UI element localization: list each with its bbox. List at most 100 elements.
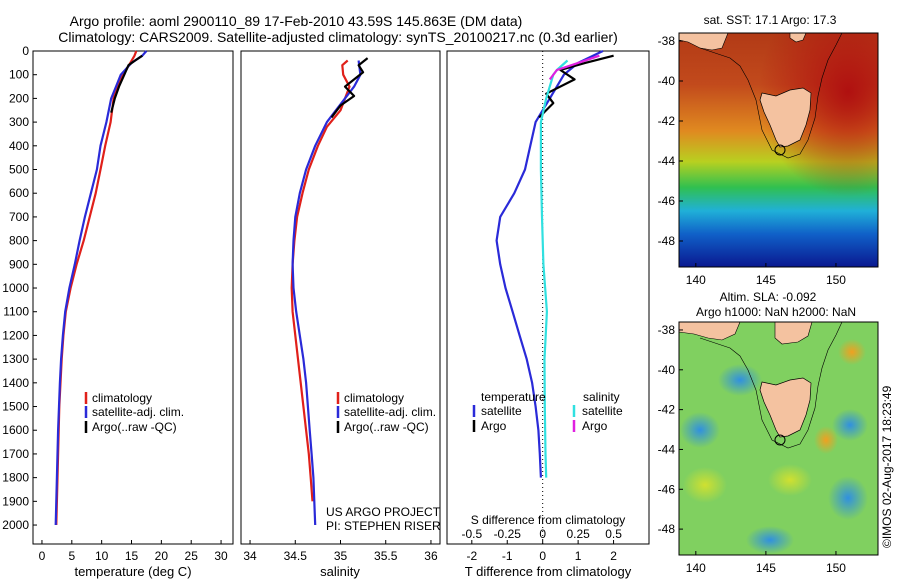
sla-high-anomaly xyxy=(683,467,727,503)
legend-title-salinity: salinity xyxy=(583,390,620,404)
sla-high-anomaly xyxy=(814,426,838,454)
depth-tick-label: 400 xyxy=(9,139,29,153)
x-tick-label: 35 xyxy=(334,549,348,563)
difference-axes-frame xyxy=(446,50,650,545)
lon-tick-label: 140 xyxy=(686,273,706,287)
depth-tick-label: 1600 xyxy=(2,423,29,437)
sst-warm-patch xyxy=(679,33,878,267)
title-line-1: Argo profile: aoml 2900110_89 17-Feb-201… xyxy=(70,13,523,29)
s-difference-axis-label: S difference from climatology xyxy=(471,513,626,527)
sla-low-anomaly xyxy=(680,412,720,448)
depth-tick-label: 1300 xyxy=(2,352,29,366)
lat-tick-label: -48 xyxy=(658,522,676,536)
depth-tick-label: 1100 xyxy=(3,305,29,319)
sla-map-title-line-1: Altim. SLA: -0.092 xyxy=(720,290,817,304)
legend-title-temperature: temperature xyxy=(481,390,546,404)
depth-tick-label: 1200 xyxy=(2,328,29,342)
depth-tick-label: 1400 xyxy=(2,376,29,390)
legend-label-s-satellite: satellite xyxy=(582,404,623,418)
x-tick-label: 34 xyxy=(243,549,257,563)
sla-map-frame xyxy=(678,321,879,556)
shelf-contour xyxy=(699,321,843,449)
tasmania-land xyxy=(759,377,812,438)
depth-tick-label: 2000 xyxy=(2,518,29,532)
legend-label-s-argo: Argo xyxy=(582,419,608,433)
shelf-contour xyxy=(699,32,843,159)
difference-profiles xyxy=(495,50,614,478)
sla-low-anomaly xyxy=(832,409,868,441)
x-tick-label: 25 xyxy=(185,549,199,563)
difference-ticks: -2 -1 0 1 2 xyxy=(466,540,617,563)
depth-tick-label: 1500 xyxy=(2,400,29,414)
sst-latitude-ticks: -38 -40 -42 -44 -46 -48 xyxy=(658,34,683,248)
salinity-panel: 34 34.5 35 35.5 36 salinity climatology sate… xyxy=(240,50,441,579)
temperature-legend: climatology satellite-adj. clim. Argo(..… xyxy=(84,391,184,434)
lon-tick-label: 145 xyxy=(756,273,776,287)
sla-map: Altim. SLA: -0.092 Argo h1000: NaN h2000… xyxy=(658,290,879,575)
temperature-axis-label: temperature (deg C) xyxy=(74,564,191,579)
depth-tick-label: 200 xyxy=(9,91,29,105)
lat-tick-label: -40 xyxy=(658,363,676,377)
depth-tick-label: 1800 xyxy=(2,471,29,485)
sla-low-anomaly xyxy=(746,526,794,554)
salinity-profiles xyxy=(290,57,369,526)
lat-tick-label: -46 xyxy=(658,194,676,208)
sst-map: sat. SST: 17.1 Argo: 17.3 -38 -40 -42 -44 -4… xyxy=(658,13,879,287)
temperature-axes-frame xyxy=(32,50,234,545)
lat-tick-label: -38 xyxy=(658,323,676,337)
lon-tick-label: 140 xyxy=(686,561,706,575)
profile-line-argo-raw-qc xyxy=(110,54,143,113)
legend-label-climatology: climatology xyxy=(92,391,152,405)
depth-tick-label: 800 xyxy=(9,234,29,248)
argo-position-marker xyxy=(774,434,786,446)
depth-tick-label: 900 xyxy=(9,257,29,271)
legend-label-argo: Argo(..raw -QC) xyxy=(92,420,177,434)
depth-tick-label: 1000 xyxy=(2,281,29,295)
argo-position-marker xyxy=(774,144,786,156)
depth-tick-label: 600 xyxy=(9,186,29,200)
legend-label-climatology: climatology xyxy=(344,391,404,405)
lat-tick-label: -38 xyxy=(658,34,676,48)
t-difference-axis-label: T difference from climatology xyxy=(465,564,632,579)
project-annotation: US ARGO PROJECT xyxy=(326,505,441,519)
salinity-axes-frame xyxy=(240,50,441,545)
x-tick-label: 5 xyxy=(68,549,75,563)
profile-line-t-argo xyxy=(538,54,614,119)
sla-map-title-line-2: Argo h1000: NaN h2000: NaN xyxy=(696,305,856,319)
legend-label-t-argo: Argo xyxy=(481,419,507,433)
tasmania-land xyxy=(759,87,812,148)
profile-line-s-argo xyxy=(548,54,600,81)
s-difference-tick-label: 0.25 xyxy=(566,527,590,541)
lon-tick-label: 150 xyxy=(826,273,846,287)
legend-label-satellite: satellite-adj. clim. xyxy=(344,405,436,419)
lat-tick-label: -44 xyxy=(658,442,676,456)
x-tick-label: 35.5 xyxy=(374,549,398,563)
lon-tick-label: 150 xyxy=(826,561,846,575)
salinity-axis-label: salinity xyxy=(320,564,360,579)
x-tick-label: 34.5 xyxy=(284,549,308,563)
x-tick-label: 0 xyxy=(539,549,546,563)
temperature-ticks: 0 5 10 15 20 25 30 xyxy=(39,540,228,563)
depth-tick-label: 1700 xyxy=(2,447,29,461)
s-difference-tick-label: 0 xyxy=(539,527,546,541)
x-tick-label: -1 xyxy=(502,549,513,563)
x-tick-label: 30 xyxy=(214,549,228,563)
sla-latitude-ticks: -38 -40 -42 -44 -46 -48 xyxy=(658,323,683,536)
s-difference-tick-labels: -0.5 -0.25 0 0.25 0.5 xyxy=(461,527,622,541)
lat-tick-label: -42 xyxy=(658,403,676,417)
depth-tick-label: 500 xyxy=(9,163,29,177)
lat-tick-label: -48 xyxy=(658,234,676,248)
legend-label-argo: Argo(..raw -QC) xyxy=(344,420,429,434)
s-difference-tick-label: 0.5 xyxy=(605,527,622,541)
temperature-panel: 0100200300400500600700800900100011001200… xyxy=(2,44,234,579)
sst-map-frame xyxy=(678,32,879,268)
depth-tick-label: 1900 xyxy=(2,494,29,508)
lat-tick-label: -42 xyxy=(658,114,676,128)
lat-tick-label: -44 xyxy=(658,154,676,168)
sla-high-anomaly xyxy=(768,464,812,496)
x-tick-label: 10 xyxy=(95,549,109,563)
lon-tick-label: 145 xyxy=(756,561,776,575)
x-tick-label: 15 xyxy=(125,549,139,563)
sst-longitude-ticks: 140 145 150 xyxy=(686,263,846,287)
